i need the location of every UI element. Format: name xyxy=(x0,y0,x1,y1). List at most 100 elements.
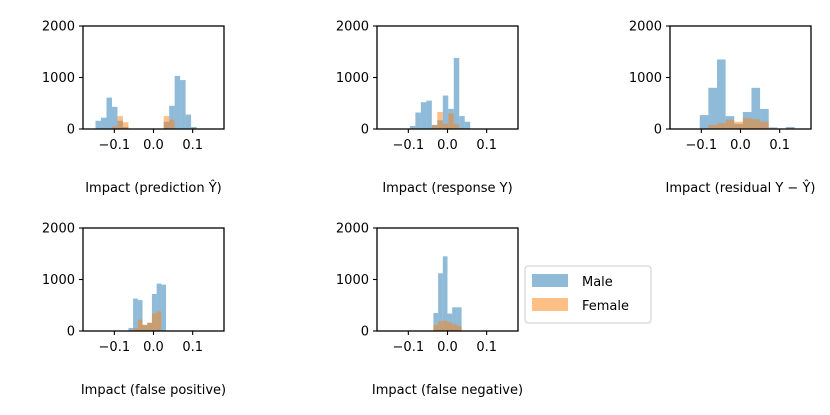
bar-female xyxy=(447,322,453,331)
y-tick-label: 0 xyxy=(361,123,369,138)
x-tick-label: −0.1 xyxy=(686,138,718,153)
x-tick-label: 0.1 xyxy=(769,138,790,153)
bar-male xyxy=(95,120,102,129)
bar-female xyxy=(111,126,118,129)
bar-male xyxy=(464,121,471,129)
x-axis-label: Impact (residual Y − Ŷ) xyxy=(666,180,816,196)
bar-male xyxy=(456,307,462,331)
bar-male xyxy=(447,313,453,331)
bar-male xyxy=(433,312,439,331)
bar-male xyxy=(420,102,427,129)
y-tick-label: 0 xyxy=(67,325,75,340)
bar-female xyxy=(151,313,157,331)
bar-female xyxy=(438,321,443,331)
y-tick-label: 0 xyxy=(361,325,369,340)
x-tick-label: 0.0 xyxy=(730,138,751,153)
bar-female xyxy=(456,325,462,331)
x-tick-label: 0.0 xyxy=(143,138,164,153)
subplot-4: 0 1000 2000 −0.1 0.0 0.1 Impact (false positiv… xyxy=(42,222,226,399)
bar-female xyxy=(133,327,138,331)
bar-male xyxy=(161,284,167,331)
x-axis-label: Impact (response Y) xyxy=(382,181,512,196)
y-tick-label: 0 xyxy=(67,123,75,138)
bar-male xyxy=(191,126,197,129)
bar-female xyxy=(137,319,143,331)
bar-male xyxy=(453,57,460,129)
x-tick-label: −0.1 xyxy=(393,340,425,355)
y-tick-label: 2000 xyxy=(629,20,662,35)
x-tick-label: −0.1 xyxy=(393,138,425,153)
axes-frame xyxy=(669,25,812,130)
bar-male xyxy=(708,87,717,129)
bar-female xyxy=(717,123,726,129)
bar-female xyxy=(147,322,152,331)
bar-male xyxy=(409,125,416,129)
bar-male xyxy=(151,293,157,331)
bar-male xyxy=(442,256,448,331)
bar-female xyxy=(725,119,735,129)
bar-male xyxy=(452,307,457,331)
y-tick-label: 1000 xyxy=(336,273,369,288)
y-tick-label: 2000 xyxy=(336,20,369,35)
y-tick-label: 1000 xyxy=(336,71,369,86)
y-tick-label: 1000 xyxy=(42,273,75,288)
bar-male xyxy=(174,75,181,129)
subplot-2: 0 1000 2000 −0.1 0.0 0.1 Impact (response Y) xyxy=(336,20,519,196)
subplot-3: 0 1000 2000 −0.1 0.0 0.1 Impact (residual Y − … xyxy=(629,20,816,197)
x-axis-label: Impact (false positive) xyxy=(81,383,226,398)
x-tick-label: 0.0 xyxy=(143,340,164,355)
x-tick-label: −0.1 xyxy=(99,340,131,355)
bar-male xyxy=(111,106,118,129)
subplot-grid: 0 1000 2000 −0.1 0.0 0.1 Impact (prediction Ŷ)… xyxy=(42,20,816,399)
bar-female xyxy=(142,325,148,331)
y-tick-label: 1000 xyxy=(629,71,662,86)
x-axis-label: Impact (prediction Ŷ) xyxy=(85,180,222,196)
bar-female xyxy=(431,125,438,129)
bar-female xyxy=(742,118,752,129)
bar-male xyxy=(169,105,175,129)
legend: Male Female xyxy=(524,265,652,324)
bar-female xyxy=(437,112,443,129)
x-tick-label: 0.0 xyxy=(437,138,458,153)
bar-male xyxy=(180,80,186,129)
x-tick-label: −0.1 xyxy=(99,138,131,153)
bar-female xyxy=(734,121,743,129)
y-tick-label: 2000 xyxy=(42,20,75,35)
bar-female xyxy=(156,311,162,331)
bar-male xyxy=(426,100,432,129)
y-tick-label: 2000 xyxy=(42,222,75,237)
bar-male xyxy=(442,95,449,129)
bar-male xyxy=(101,117,107,129)
bar-female xyxy=(117,116,123,130)
bar-female xyxy=(442,123,449,129)
axes-frame xyxy=(82,25,225,130)
bar-male xyxy=(768,127,778,129)
subplot-5: 0 1000 2000 −0.1 0.0 0.1 Impact (false negativ… xyxy=(336,222,523,399)
x-axis-label: Impact (false negative) xyxy=(372,383,523,398)
x-tick-label: 0.0 xyxy=(437,340,458,355)
bar-male xyxy=(133,298,138,331)
legend-swatch-male xyxy=(532,274,568,287)
bar-male xyxy=(459,116,465,130)
bar-male xyxy=(751,87,761,129)
bar-female xyxy=(760,121,769,129)
bar-male xyxy=(128,327,134,331)
subplot-1: 0 1000 2000 −0.1 0.0 0.1 Impact (prediction Ŷ) xyxy=(42,20,225,196)
legend-label-male: Male xyxy=(582,275,613,290)
x-tick-label: 0.1 xyxy=(182,340,203,355)
bar-female xyxy=(169,119,175,129)
bar-female xyxy=(122,122,129,129)
y-tick-label: 2000 xyxy=(336,222,369,237)
bar-female xyxy=(433,324,439,331)
bar-female xyxy=(163,116,170,130)
y-tick-label: 1000 xyxy=(42,71,75,86)
legend-label-female: Female xyxy=(582,299,629,314)
x-tick-label: 0.1 xyxy=(476,340,497,355)
bar-male xyxy=(415,112,421,129)
bar-female xyxy=(453,124,460,129)
bar-male xyxy=(699,115,709,129)
x-tick-label: 0.1 xyxy=(476,138,497,153)
bar-female xyxy=(751,119,761,129)
bar-female xyxy=(708,124,717,129)
